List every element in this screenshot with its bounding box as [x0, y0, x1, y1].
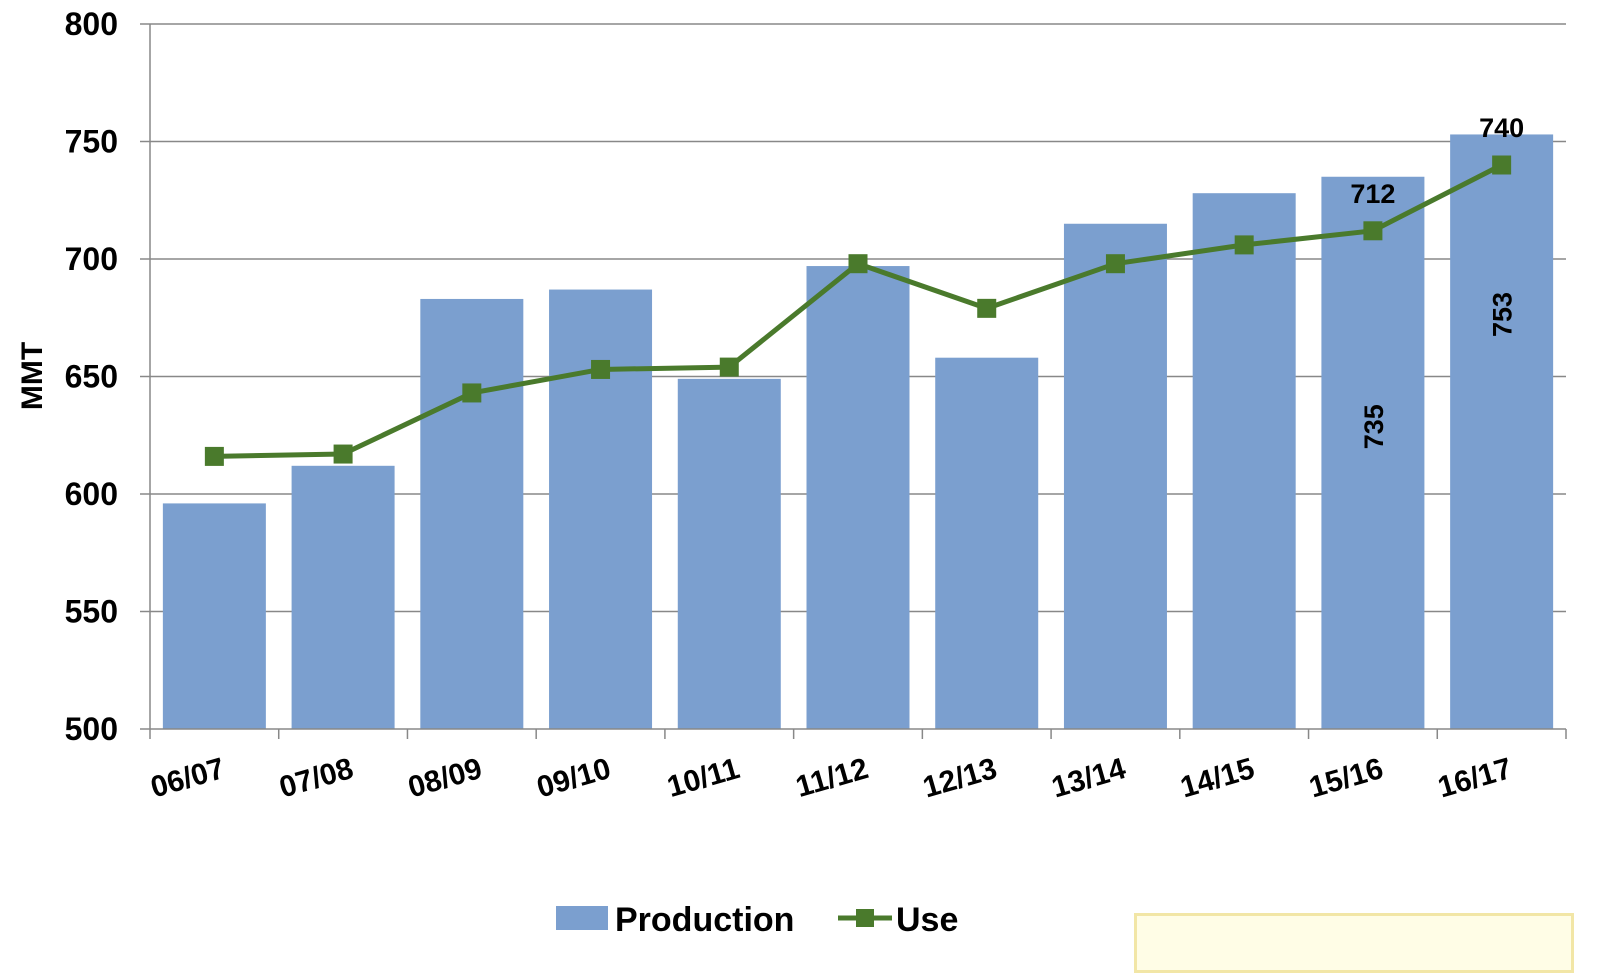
use-marker	[1234, 235, 1254, 255]
x-tick-label: 12/13	[919, 752, 1000, 804]
production-bar	[806, 266, 910, 729]
use-marker	[848, 254, 868, 274]
x-tick-label: 08/09	[404, 752, 485, 804]
use-marker	[719, 357, 739, 377]
use-marker	[591, 359, 611, 379]
legend-label-production: Production	[615, 901, 794, 939]
production-bar	[1192, 193, 1296, 729]
production-bar	[549, 289, 653, 729]
x-tick-label: 09/10	[533, 752, 614, 804]
y-tick-label: 550	[65, 594, 118, 630]
x-tick-label: 11/12	[792, 752, 872, 804]
use-line	[204, 155, 1512, 466]
y-tick-label: 800	[65, 6, 118, 42]
production-bar	[677, 378, 781, 729]
use-marker	[1105, 254, 1125, 274]
production-bar	[162, 503, 266, 729]
production-bar	[291, 465, 395, 729]
data-labels: 735 753 712 740	[1350, 113, 1524, 449]
note-box	[1134, 913, 1574, 973]
y-tick-label: 500	[65, 711, 118, 747]
x-tick-label: 13/14	[1048, 752, 1130, 805]
production-bar	[1450, 134, 1554, 729]
use-marker	[1363, 221, 1383, 241]
production-bar	[935, 357, 1039, 729]
x-tick-label: 14/15	[1177, 752, 1258, 804]
use-data-label: 740	[1479, 113, 1524, 143]
production-bar	[420, 298, 524, 729]
legend-label-use: Use	[896, 901, 958, 939]
axes	[140, 23, 1567, 739]
legend: Production Use	[556, 901, 958, 939]
x-tick-label: 15/16	[1306, 752, 1387, 804]
use-data-label: 712	[1350, 179, 1395, 209]
x-tick-label: 16/17	[1434, 752, 1515, 804]
y-tick-label: 600	[65, 476, 118, 512]
y-tick-label: 750	[65, 124, 118, 160]
x-tick-label: 07/08	[276, 752, 357, 804]
use-marker	[462, 383, 482, 403]
production-bars	[162, 134, 1554, 729]
production-data-label: 735	[1359, 404, 1389, 449]
use-marker	[1492, 155, 1512, 175]
use-marker	[333, 444, 353, 464]
y-axis-title: MMT	[16, 342, 49, 410]
x-tick-label: 06/07	[147, 752, 228, 804]
production-data-label: 753	[1488, 292, 1518, 337]
x-tick-labels: 06/07 07/08 08/09 09/10 10/11 11/12 12/13 13/14…	[147, 752, 1516, 805]
production-bar	[1321, 176, 1425, 729]
y-tick-label: 700	[65, 241, 118, 277]
use-marker	[977, 298, 997, 318]
legend-swatch-use-marker	[856, 909, 874, 927]
x-tick-label: 10/11	[664, 752, 744, 804]
y-tick-label: 650	[65, 359, 118, 395]
production-bar	[1063, 223, 1167, 729]
y-tick-labels: 500 550 600 650 700 750 800	[65, 6, 118, 747]
legend-swatch-production	[556, 906, 608, 930]
use-marker	[204, 446, 224, 466]
